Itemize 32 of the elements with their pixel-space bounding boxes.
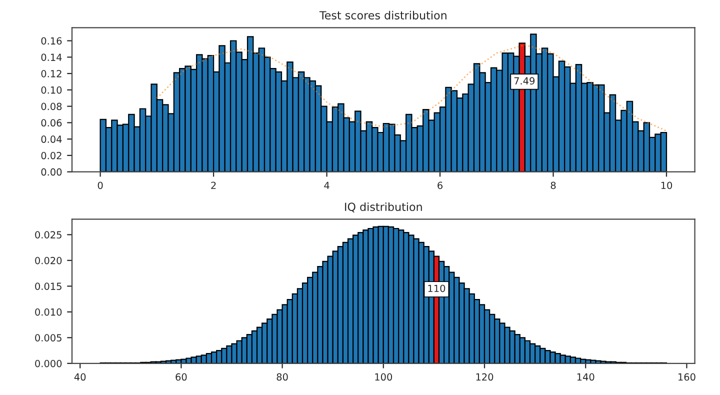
chart-title: IQ distribution xyxy=(345,202,422,212)
y-tick-label: 0.010 xyxy=(35,308,62,316)
y-tick-label: 0.025 xyxy=(35,231,62,239)
y-tick-label: 0.10 xyxy=(41,86,62,94)
y-tick-label: 0.020 xyxy=(35,256,62,264)
x-tick-label: 40 xyxy=(74,373,86,381)
x-tick-label: 4 xyxy=(324,182,330,189)
x-tick-label: 60 xyxy=(176,373,187,381)
y-tick-label: 0.000 xyxy=(35,360,62,368)
y-tick-label: 0.08 xyxy=(41,102,62,110)
x-tick-label: 2 xyxy=(211,182,216,189)
annotation: 7.49 xyxy=(514,77,535,85)
chart-title: Test scores distribution xyxy=(319,10,446,20)
x-tick-label: 6 xyxy=(438,182,442,190)
y-tick-label: 0.00 xyxy=(41,168,62,176)
y-tick-label: 0.02 xyxy=(41,152,62,160)
x-tick-label: 160 xyxy=(678,373,696,381)
y-tick-label: 0.015 xyxy=(35,282,62,290)
x-tick-label: 8 xyxy=(550,182,556,190)
y-tick-label: 0.005 xyxy=(35,334,62,342)
x-tick-label: 120 xyxy=(476,373,494,381)
y-tick-label: 0.04 xyxy=(41,136,62,143)
x-tick-label: 140 xyxy=(577,373,594,381)
x-tick-label: 10 xyxy=(661,182,672,190)
y-tick-label: 0.14 xyxy=(41,54,62,61)
annotation: 110 xyxy=(428,284,446,292)
x-tick-label: 0 xyxy=(98,182,103,190)
x-tick-label: 100 xyxy=(375,373,392,381)
y-tick-label: 0.16 xyxy=(41,37,62,45)
x-tick-label: 80 xyxy=(276,373,288,381)
y-tick-label: 0.12 xyxy=(41,70,62,78)
y-tick-label: 0.06 xyxy=(41,119,62,127)
